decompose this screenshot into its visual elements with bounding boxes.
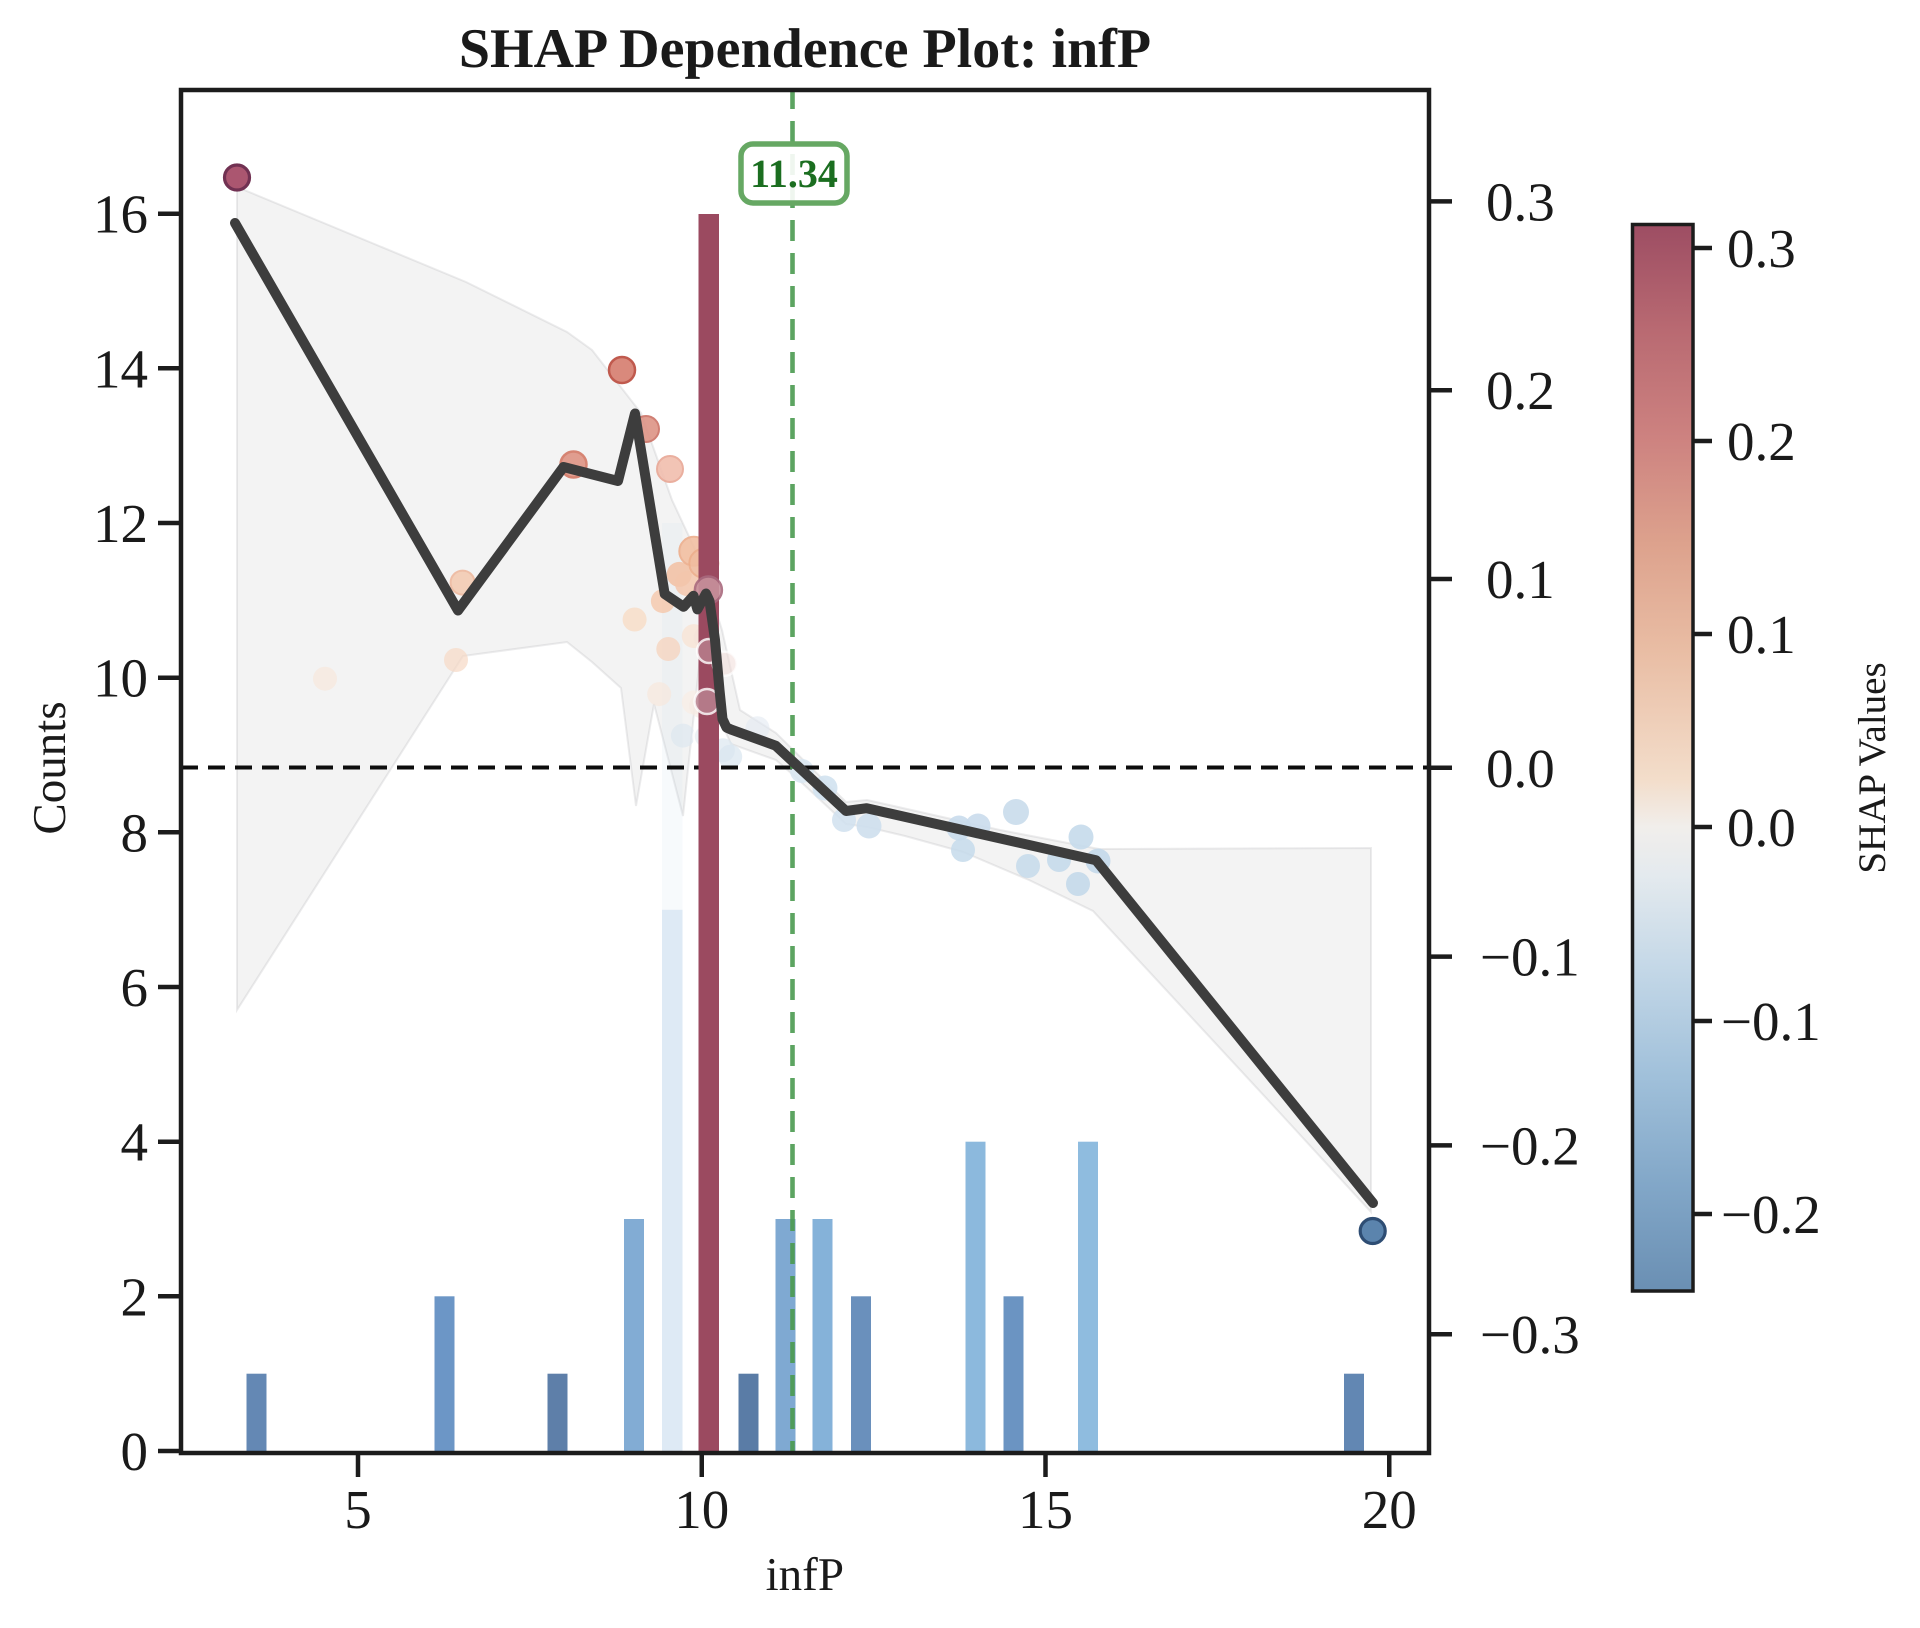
svg-text:15: 15 — [1018, 1479, 1073, 1540]
svg-text:10: 10 — [674, 1479, 729, 1540]
svg-text:0.3: 0.3 — [1727, 218, 1796, 279]
svg-text:0.2: 0.2 — [1727, 411, 1796, 472]
svg-text:infP: infP — [766, 1549, 844, 1601]
svg-text:−0.1: −0.1 — [1480, 927, 1580, 988]
svg-text:−0.1: −0.1 — [1721, 991, 1821, 1052]
svg-text:6: 6 — [121, 957, 149, 1018]
svg-text:0.0: 0.0 — [1486, 738, 1555, 799]
svg-text:4: 4 — [121, 1112, 149, 1173]
svg-text:0.1: 0.1 — [1486, 549, 1555, 610]
svg-text:−0.2: −0.2 — [1721, 1184, 1821, 1245]
svg-text:11.34: 11.34 — [750, 151, 838, 196]
svg-text:SHAP Dependence Plot: infP: SHAP Dependence Plot: infP — [459, 18, 1151, 80]
svg-text:10: 10 — [93, 648, 148, 709]
svg-text:0.3: 0.3 — [1486, 171, 1555, 232]
svg-text:2: 2 — [121, 1266, 149, 1327]
svg-text:0.2: 0.2 — [1486, 360, 1555, 421]
svg-text:−0.2: −0.2 — [1480, 1115, 1580, 1176]
svg-text:Counts: Counts — [24, 701, 76, 834]
svg-text:14: 14 — [93, 338, 148, 399]
svg-text:0.1: 0.1 — [1727, 604, 1796, 665]
svg-text:−0.3: −0.3 — [1480, 1304, 1580, 1365]
svg-text:16: 16 — [93, 184, 148, 245]
svg-text:0: 0 — [121, 1421, 149, 1482]
svg-text:12: 12 — [93, 493, 148, 554]
svg-text:5: 5 — [344, 1479, 372, 1540]
svg-text:8: 8 — [121, 802, 149, 863]
svg-text:SHAP Values: SHAP Values — [1851, 662, 1894, 873]
svg-text:0.0: 0.0 — [1727, 797, 1796, 858]
svg-text:20: 20 — [1362, 1479, 1417, 1540]
